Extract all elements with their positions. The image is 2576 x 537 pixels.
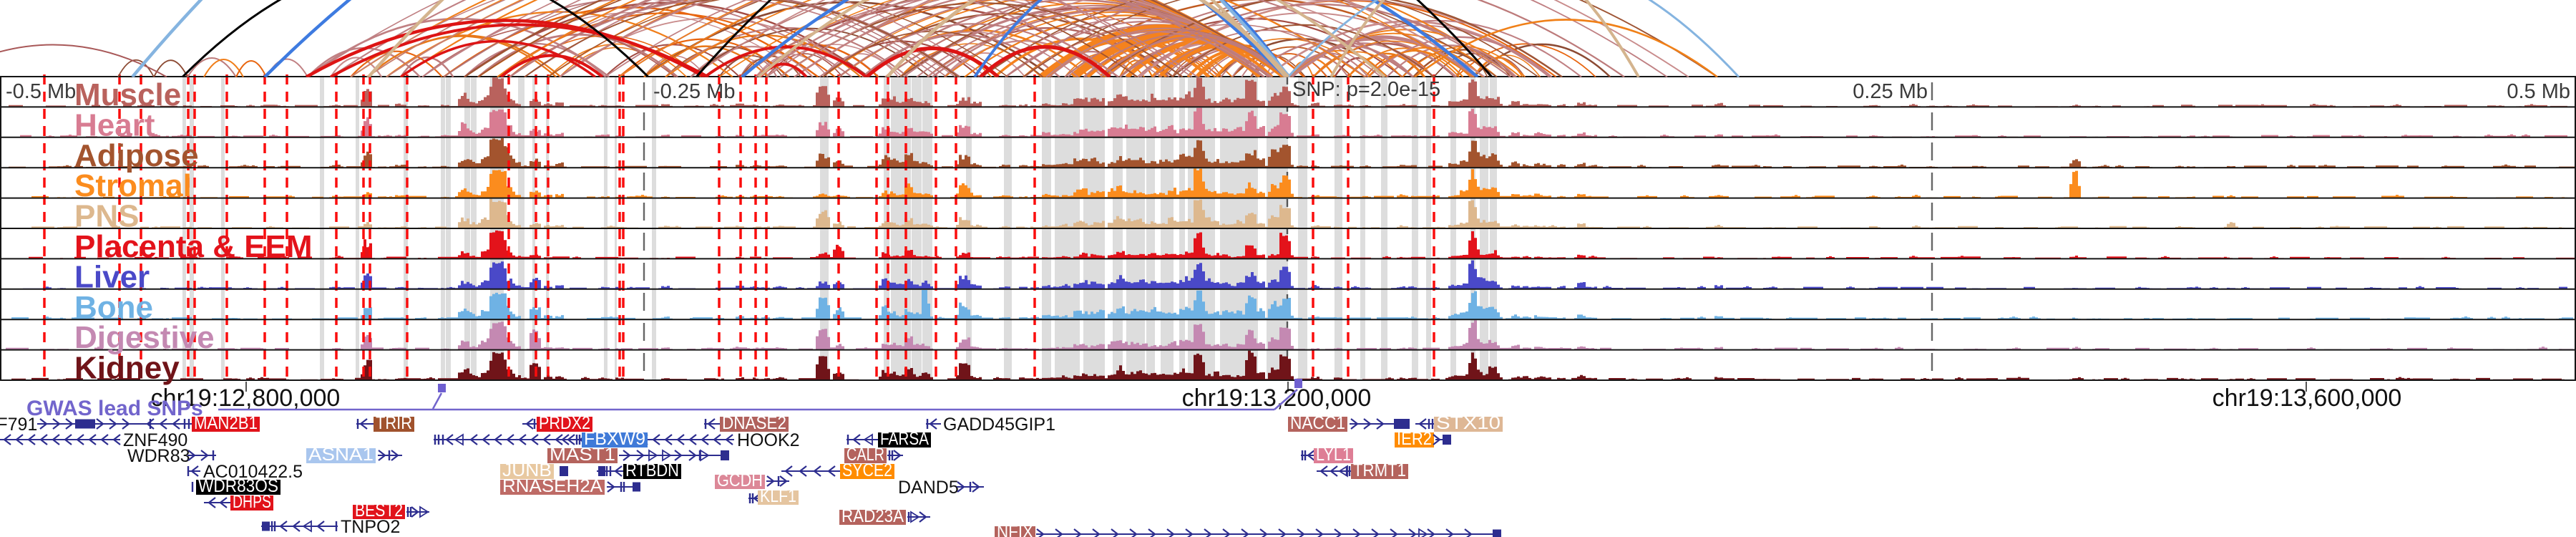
svg-text:WDR83: WDR83: [127, 446, 190, 466]
svg-text:FARSA: FARSA: [880, 429, 929, 449]
svg-text:FBXW9: FBXW9: [584, 429, 645, 449]
svg-text:Digestive: Digestive: [74, 320, 215, 355]
svg-text:NFIX: NFIX: [997, 522, 1033, 537]
svg-text:DAND5: DAND5: [898, 478, 959, 498]
svg-text:Heart: Heart: [74, 107, 155, 142]
svg-text:MAN2B1: MAN2B1: [194, 413, 258, 433]
svg-text:GADD45GIP1: GADD45GIP1: [943, 415, 1055, 435]
svg-text:NACC1: NACC1: [1290, 413, 1345, 433]
svg-text:ZNF490: ZNF490: [123, 430, 187, 450]
svg-text:Muscle: Muscle: [74, 77, 181, 112]
svg-text:HOOK2: HOOK2: [737, 430, 800, 450]
svg-text:DHPS: DHPS: [233, 492, 271, 512]
svg-text:BEST2: BEST2: [355, 500, 403, 521]
svg-text:0.5 Mb: 0.5 Mb: [2507, 80, 2570, 103]
svg-text:IER2: IER2: [1397, 429, 1432, 449]
svg-text:TNPO2: TNPO2: [341, 517, 400, 537]
svg-text:RTBDN: RTBDN: [625, 460, 679, 480]
svg-text:SYCE2: SYCE2: [842, 460, 892, 480]
svg-text:PNS: PNS: [74, 199, 139, 234]
svg-text:0.25 Mb: 0.25 Mb: [1853, 80, 1928, 103]
svg-text:RAD23A: RAD23A: [841, 506, 904, 526]
svg-text:GCDH: GCDH: [717, 470, 763, 490]
svg-text:JUNB: JUNB: [502, 460, 552, 480]
svg-text:-0.25 Mb: -0.25 Mb: [653, 80, 735, 103]
svg-text:-0.5 Mb: -0.5 Mb: [6, 80, 76, 103]
svg-text:Liver: Liver: [74, 259, 150, 294]
svg-text:STX10: STX10: [1436, 413, 1501, 433]
svg-text:chr19:13,600,000: chr19:13,600,000: [2212, 384, 2402, 412]
svg-text:KLF1: KLF1: [760, 486, 796, 506]
svg-text:GWAS lead SNPs: GWAS lead SNPs: [26, 397, 203, 420]
svg-text:AC010422.5: AC010422.5: [203, 462, 303, 482]
svg-text:RNASEH2A: RNASEH2A: [502, 476, 602, 496]
svg-text:Stromal: Stromal: [74, 168, 192, 203]
svg-text:WDR83OS: WDR83OS: [198, 476, 278, 496]
svg-text:Placenta & EEM: Placenta & EEM: [74, 229, 313, 264]
svg-text:chr19:12,800,000: chr19:12,800,000: [151, 384, 341, 412]
svg-text:TRMT1: TRMT1: [1353, 460, 1406, 480]
svg-text:CALR: CALR: [847, 445, 884, 465]
svg-text:DNASE2: DNASE2: [722, 413, 786, 433]
svg-text:Adipose: Adipose: [74, 138, 199, 173]
svg-text:Bone: Bone: [74, 290, 153, 325]
svg-text:ZNF791: ZNF791: [0, 415, 37, 435]
svg-text:LYL1: LYL1: [1316, 445, 1351, 465]
svg-text:MAST1: MAST1: [550, 445, 615, 465]
svg-text:ASNA1: ASNA1: [308, 445, 374, 465]
svg-text:PRDX2: PRDX2: [539, 413, 590, 433]
svg-text:SNP: p=2.0e-15: SNP: p=2.0e-15: [1292, 78, 1440, 101]
svg-text:Kidney: Kidney: [74, 351, 180, 386]
svg-text:TRIR: TRIR: [376, 413, 412, 433]
